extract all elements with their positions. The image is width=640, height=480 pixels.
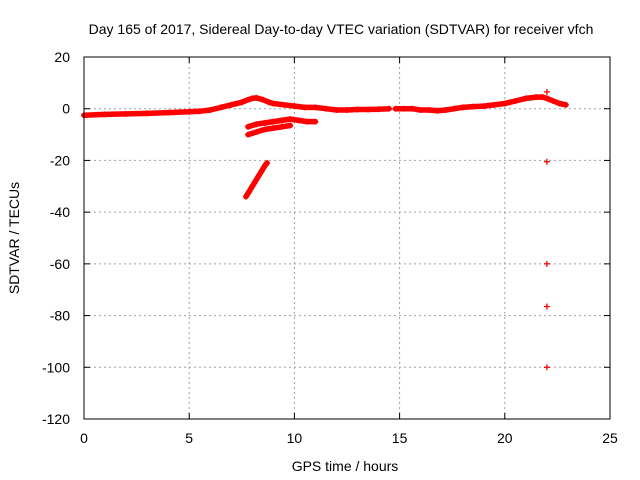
axis-ticks: 0 5 10 15 20 25 20 0 -20 -40 -60 -80 -100 -120: [42, 49, 618, 446]
data-point: [539, 94, 546, 101]
plot-area: [81, 88, 569, 371]
y-axis-label: SDTVAR / TECUs: [6, 182, 22, 294]
data-point: [562, 101, 569, 108]
data-point: [258, 167, 265, 174]
chart-title: Day 165 of 2017, Sidereal Day-to-day VTE…: [89, 21, 594, 37]
plot-frame: [83, 56, 611, 420]
data-point: [252, 178, 259, 185]
y-tick-label: -40: [50, 204, 70, 220]
data-point: [249, 183, 256, 190]
data-point: [543, 95, 550, 102]
data-point: [400, 105, 407, 112]
data-point: [280, 101, 287, 108]
data-point: [123, 110, 130, 117]
data-point: [243, 193, 250, 200]
data-point: [278, 123, 285, 130]
data-point: [261, 126, 268, 133]
y-tick-label: 20: [54, 49, 70, 65]
data-point: [245, 123, 252, 130]
data-point: [322, 105, 329, 112]
data-point: [386, 105, 393, 112]
data-point: [543, 364, 550, 371]
y-tick-label: 0: [62, 101, 70, 117]
data-point: [344, 107, 350, 114]
data-point: [354, 106, 361, 113]
data-point: [102, 111, 109, 118]
data-point: [543, 260, 550, 267]
data-point: [451, 105, 458, 112]
data-point: [480, 103, 487, 110]
x-axis-label: GPS time / hours: [292, 458, 399, 474]
data-point: [409, 105, 416, 112]
data-point: [417, 107, 424, 114]
x-tick-label: 0: [80, 430, 88, 446]
data-point: [333, 107, 340, 114]
data-point: [301, 104, 308, 111]
data-point: [238, 99, 245, 106]
data-point: [261, 119, 268, 126]
data-point: [287, 116, 294, 123]
data-point: [207, 107, 214, 114]
data-point: [543, 303, 550, 310]
data-point: [501, 100, 508, 107]
data-point: [196, 108, 203, 115]
data-point: [470, 103, 477, 110]
data-point: [426, 107, 433, 114]
x-tick-label: 25: [602, 430, 618, 446]
data-point: [491, 101, 498, 108]
data-point: [253, 121, 260, 128]
y-tick-label: -80: [50, 308, 70, 324]
data-point: [312, 118, 319, 125]
data-point: [533, 94, 540, 101]
data-point: [228, 101, 235, 108]
data-point: [291, 103, 298, 110]
data-point: [245, 131, 252, 138]
data-point: [550, 97, 557, 104]
data-point: [442, 107, 449, 114]
data-point: [543, 158, 550, 165]
data-point: [245, 96, 252, 103]
x-tick-label: 20: [497, 430, 513, 446]
data-point: [246, 188, 253, 195]
data-point: [434, 107, 441, 114]
data-point: [312, 104, 319, 111]
data-point: [375, 106, 382, 113]
x-tick-label: 5: [185, 430, 193, 446]
data-point: [270, 100, 277, 107]
y-tick-label: -20: [50, 152, 70, 168]
data-point: [144, 110, 151, 117]
data-point: [259, 96, 266, 103]
data-point: [266, 99, 273, 106]
data-point: [365, 106, 372, 113]
data-point: [522, 95, 529, 102]
data-point: [270, 118, 277, 125]
data-point: [543, 88, 550, 95]
data-point: [253, 128, 260, 135]
y-tick-label: -100: [42, 359, 70, 375]
data-point: [287, 122, 294, 129]
data-band: [81, 95, 392, 118]
data-point: [253, 94, 260, 101]
data-point: [304, 118, 311, 125]
data-point: [459, 104, 466, 111]
y-tick-label: -120: [42, 411, 70, 427]
data-point: [556, 100, 563, 107]
x-tick-label: 10: [287, 430, 303, 446]
data-point: [186, 108, 193, 115]
data-point: [295, 117, 302, 124]
data-point: [255, 172, 262, 179]
data-point: [392, 105, 399, 112]
data-point: [270, 125, 277, 132]
data-point: [278, 117, 285, 124]
data-point: [264, 160, 271, 167]
x-tick-label: 15: [392, 430, 408, 446]
data-point: [512, 97, 519, 104]
data-point: [217, 104, 224, 111]
data-point: [165, 109, 172, 116]
y-tick-label: -60: [50, 256, 70, 272]
